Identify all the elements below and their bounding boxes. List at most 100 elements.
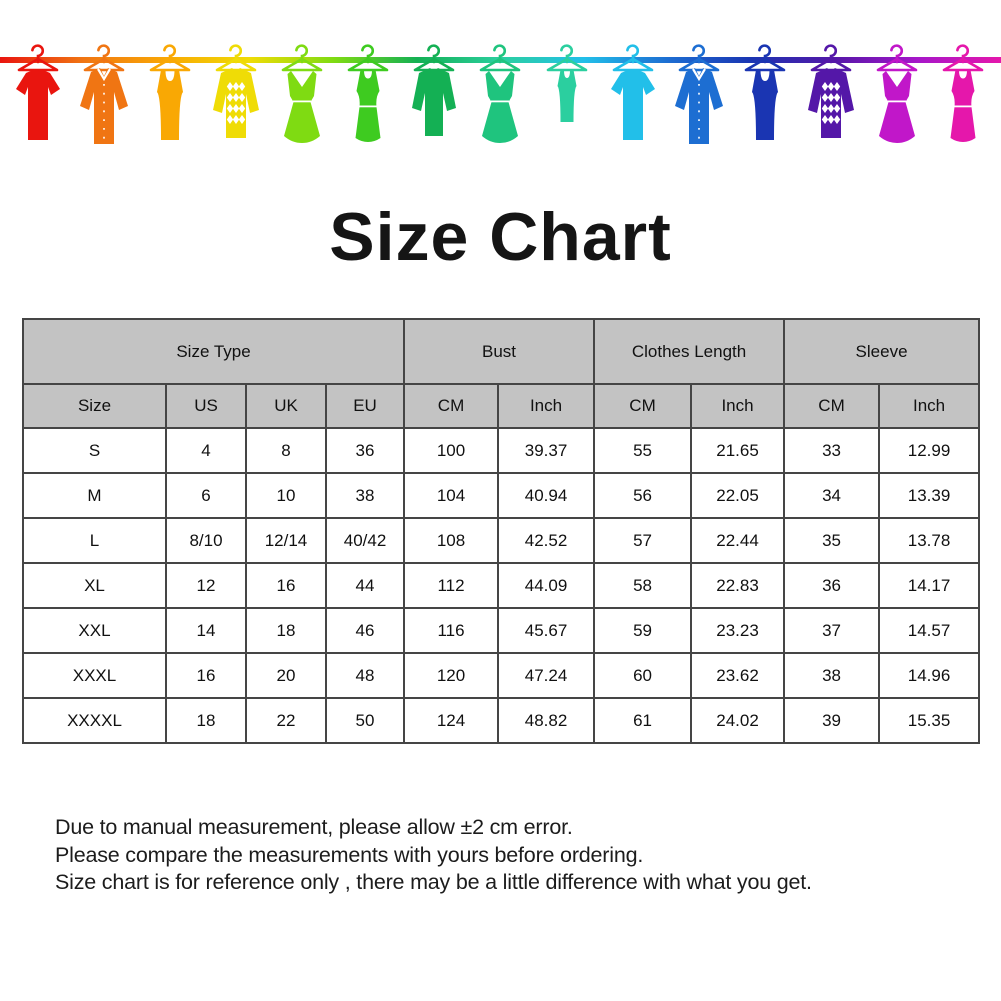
table-cell: 6	[165, 472, 247, 520]
table-cell: 50	[324, 697, 406, 745]
table-cell: 48	[324, 652, 406, 700]
table-cell: 12/14	[245, 517, 327, 565]
column-header: US	[165, 383, 247, 430]
tank-dress-icon	[336, 44, 400, 164]
table-cell: 55	[593, 427, 693, 475]
table-cell: 44	[324, 562, 406, 610]
flared-dress-icon	[468, 44, 532, 164]
column-header: UK	[245, 383, 327, 430]
table-group-header-row: Size Type Bust Clothes Length Sleeve	[21, 318, 981, 386]
table-cell: 13.78	[878, 517, 981, 565]
table-cell: 60	[593, 652, 693, 700]
argyle-sweater-icon	[204, 44, 268, 164]
table-cell: 38	[783, 652, 881, 700]
table-cell: XXXXL	[22, 697, 167, 745]
footer-note-line: Size chart is for reference only , there…	[55, 870, 812, 895]
table-cell: 14.57	[878, 607, 981, 655]
table-cell: 23.62	[690, 652, 786, 700]
table-cell: 15.35	[878, 697, 981, 745]
table-cell: 40/42	[324, 517, 406, 565]
tank-top-icon	[733, 44, 797, 164]
table-cell: 112	[403, 562, 500, 610]
table-cell: 45.67	[497, 607, 596, 655]
group-header: Clothes Length	[593, 318, 786, 386]
footer-notes: Due to manual measurement, please allow …	[55, 814, 1001, 897]
table-cell: XL	[22, 562, 167, 610]
clothesline-banner	[0, 0, 1001, 172]
column-header: Inch	[497, 383, 596, 430]
table-cell: 20	[245, 652, 327, 700]
column-header: CM	[783, 383, 881, 430]
button-shirt-icon	[72, 44, 136, 164]
garment-row	[6, 44, 995, 164]
table-cell: 42.52	[497, 517, 596, 565]
table-cell: 13.39	[878, 472, 981, 520]
table-row: XXXL 16 20 48 120 47.24 60 23.62 38 14.96	[22, 652, 981, 700]
column-header: EU	[324, 383, 406, 430]
table-row: S 4 8 36 100 39.37 55 21.65 33 12.99	[22, 427, 981, 475]
argyle-sweater-icon	[799, 44, 863, 164]
table-cell: 34	[783, 472, 881, 520]
column-header: CM	[403, 383, 500, 430]
table-cell: 36	[324, 427, 406, 475]
table-cell: 33	[783, 427, 881, 475]
table-cell: 57	[593, 517, 693, 565]
table-cell: 35	[783, 517, 881, 565]
table-cell: 39	[783, 697, 881, 745]
table-row: XXL 14 18 46 116 45.67 59 23.23 37 14.57	[22, 607, 981, 655]
column-header: Inch	[878, 383, 981, 430]
table-cell: 14.17	[878, 562, 981, 610]
tshirt-icon	[601, 44, 665, 164]
table-cell: 22	[245, 697, 327, 745]
table-cell: 116	[403, 607, 500, 655]
table-cell: 39.37	[497, 427, 596, 475]
table-cell: 47.24	[497, 652, 596, 700]
table-cell: 22.05	[690, 472, 786, 520]
table-row: XL 12 16 44 112 44.09 58 22.83 36 14.17	[22, 562, 981, 610]
group-header: Bust	[403, 318, 596, 386]
table-cell: 24.02	[690, 697, 786, 745]
table-cell: 58	[593, 562, 693, 610]
table-cell: 8/10	[165, 517, 247, 565]
table-cell: XXL	[22, 607, 167, 655]
table-cell: 16	[165, 652, 247, 700]
table-cell: 120	[403, 652, 500, 700]
table-cell: S	[22, 427, 167, 475]
group-header: Sleeve	[783, 318, 981, 386]
tank-dress-icon	[931, 44, 995, 164]
table-cell: 18	[165, 697, 247, 745]
table-cell: 59	[593, 607, 693, 655]
table-cell: 14.96	[878, 652, 981, 700]
group-header: Size Type	[21, 318, 406, 386]
table-cell: 21.65	[690, 427, 786, 475]
table-cell: 46	[324, 607, 406, 655]
table-cell: 12.99	[878, 427, 981, 475]
table-cell: 12	[165, 562, 247, 610]
table-cell: 8	[245, 427, 327, 475]
footer-note-line: Please compare the measurements with you…	[55, 842, 644, 867]
long-sleeve-top-icon	[402, 44, 466, 164]
tank-top-icon	[138, 44, 202, 164]
table-row: L 8/10 12/14 40/42 108 42.52 57 22.44 35 13.78	[22, 517, 981, 565]
flared-dress-icon	[865, 44, 929, 164]
table-cell: 16	[245, 562, 327, 610]
table-cell: 4	[165, 427, 247, 475]
table-cell: XXXL	[22, 652, 167, 700]
flared-dress-icon	[270, 44, 334, 164]
size-chart-table: Size Type Bust Clothes Length Sleeve Size US U…	[21, 318, 981, 745]
table-cell: 61	[593, 697, 693, 745]
table-cell: 37	[783, 607, 881, 655]
table-row: XXXXL 18 22 50 124 48.82 61 24.02 39 15.35	[22, 697, 981, 745]
button-shirt-icon	[667, 44, 731, 164]
table-cell: M	[22, 472, 167, 520]
table-cell: 18	[245, 607, 327, 655]
table-row: M 6 10 38 104 40.94 56 22.05 34 13.39	[22, 472, 981, 520]
table-cell: 44.09	[497, 562, 596, 610]
footer-note-line: Due to manual measurement, please allow …	[55, 815, 573, 840]
table-cell: 108	[403, 517, 500, 565]
table-cell: 48.82	[497, 697, 596, 745]
column-header: Size	[22, 383, 167, 430]
small-tank-top-icon	[535, 44, 599, 164]
table-cell: 22.44	[690, 517, 786, 565]
table-cell: 38	[324, 472, 406, 520]
